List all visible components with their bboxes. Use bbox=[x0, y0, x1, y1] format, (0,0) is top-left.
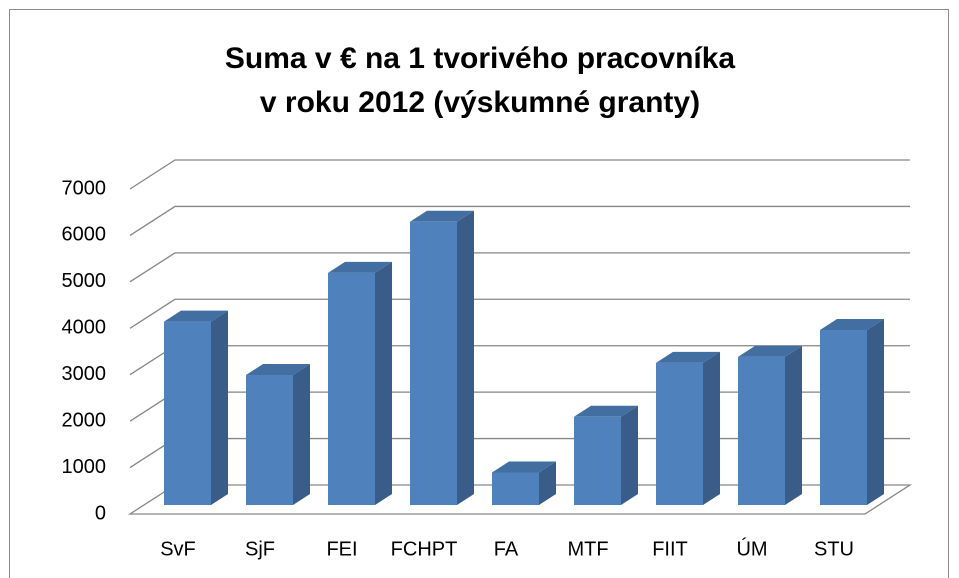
chart-title: Suma v € na 1 tvorivého pracovníka bbox=[225, 42, 736, 75]
bar-side bbox=[211, 310, 228, 505]
bar-side bbox=[539, 461, 556, 505]
bar-side bbox=[375, 261, 392, 505]
grid-line bbox=[129, 159, 910, 190]
bar-top bbox=[820, 318, 884, 330]
bar-side bbox=[457, 210, 474, 506]
x-tick-label: FEI bbox=[326, 538, 357, 560]
floor bbox=[127, 484, 913, 515]
bar bbox=[164, 321, 211, 505]
y-tick-label: 3000 bbox=[62, 363, 107, 385]
bar-side bbox=[703, 351, 720, 505]
chart-title: v roku 2012 (výskumné granty) bbox=[260, 86, 700, 119]
x-tick-label: FCHPT bbox=[391, 538, 458, 560]
grid-line bbox=[129, 298, 910, 329]
grid-line bbox=[129, 252, 910, 283]
bar-top bbox=[574, 405, 638, 417]
bar-top bbox=[246, 364, 310, 375]
bar-top bbox=[738, 345, 802, 357]
x-tick-label: FA bbox=[494, 538, 519, 560]
y-tick-label: 6000 bbox=[62, 224, 107, 246]
bar-side bbox=[621, 405, 638, 505]
x-tick-label: SvF bbox=[160, 538, 196, 560]
y-tick-label: 1000 bbox=[62, 456, 107, 478]
bar-top bbox=[164, 310, 228, 322]
x-tick-label: FIIT bbox=[652, 538, 688, 560]
bar bbox=[246, 375, 293, 505]
bar bbox=[820, 329, 867, 505]
bar bbox=[656, 362, 703, 505]
x-tick-label: STU bbox=[814, 538, 854, 560]
bar-side bbox=[293, 364, 310, 505]
bar-top bbox=[656, 351, 720, 363]
bar bbox=[410, 221, 457, 506]
y-tick-label: 4000 bbox=[62, 317, 107, 339]
bar bbox=[492, 472, 539, 505]
bar bbox=[738, 356, 785, 505]
x-tick-label: MTF bbox=[567, 538, 608, 560]
y-tick-label: 5000 bbox=[62, 270, 107, 292]
bar-top bbox=[410, 210, 474, 222]
bar-side bbox=[785, 345, 802, 505]
bar bbox=[328, 272, 375, 505]
bar-top bbox=[492, 461, 556, 473]
x-tick-label: ÚM bbox=[736, 537, 767, 560]
bar bbox=[574, 416, 621, 505]
grid-line bbox=[129, 205, 910, 236]
bar-side bbox=[867, 318, 884, 505]
x-tick-label: SjF bbox=[245, 538, 275, 560]
y-tick-label: 2000 bbox=[62, 409, 107, 431]
y-tick-label: 7000 bbox=[62, 177, 107, 199]
bar-top bbox=[328, 261, 392, 273]
y-tick-label: 0 bbox=[95, 502, 106, 524]
